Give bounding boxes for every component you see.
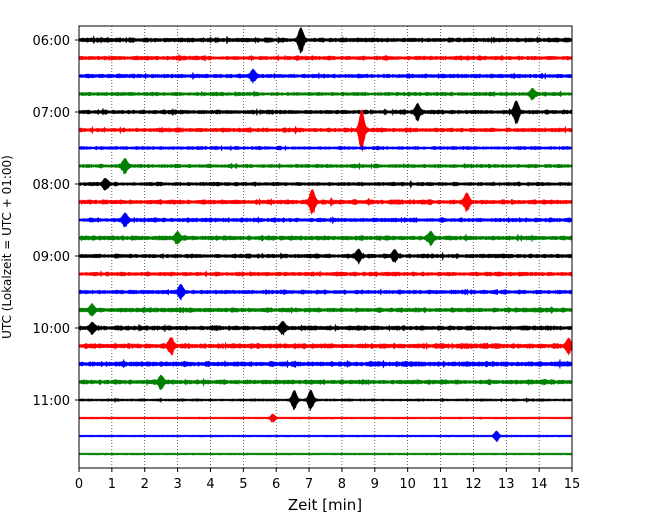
trace-1145: [78, 452, 573, 456]
trace-0900: [78, 248, 573, 266]
x-tick-label-15: 15: [564, 477, 581, 492]
trace-1130: [78, 430, 573, 443]
trace-0915: [78, 269, 573, 278]
x-axis-label: Zeit [min]: [288, 496, 362, 514]
x-tick-label-8: 8: [338, 477, 346, 492]
x-tick-label-5: 5: [239, 477, 247, 492]
trace-0945: [78, 302, 573, 317]
x-tick-label-3: 3: [173, 477, 181, 492]
x-tick-label-4: 4: [206, 477, 214, 492]
y-tick-label-08:00: 08:00: [33, 178, 70, 193]
trace-0800: [78, 177, 573, 191]
trace-0930: [78, 284, 573, 302]
trace-0615: [78, 53, 573, 62]
trace-0830: [78, 212, 573, 228]
tick-layer: 0 1 2 3 4 5 6 7 8 9 10 11 12 13 14 1506:0007:0008:0009:…: [33, 34, 581, 492]
x-tick-label-12: 12: [465, 477, 482, 492]
x-tick-label-0: 0: [75, 477, 83, 492]
trace-1115: [78, 413, 573, 423]
trace-0815: [78, 189, 573, 215]
trace-1000: [78, 320, 573, 336]
trace-1030: [78, 358, 573, 369]
trace-0745: [78, 157, 573, 175]
x-tick-label-2: 2: [141, 477, 149, 492]
x-tick-label-14: 14: [531, 477, 548, 492]
trace-1045: [78, 374, 573, 390]
trace-1100: [78, 389, 573, 412]
trace-0715: [78, 109, 573, 152]
trace-0700: [78, 100, 573, 125]
y-tick-label-11:00: 11:00: [33, 394, 70, 409]
plot-frame: [78, 25, 573, 469]
x-tick-label-9: 9: [371, 477, 379, 492]
x-tick-label-1: 1: [108, 477, 116, 492]
y-tick-label-10:00: 10:00: [33, 322, 70, 337]
trace-0730: [78, 144, 573, 152]
x-tick-label-13: 13: [498, 477, 515, 492]
x-tick-label-11: 11: [432, 477, 449, 492]
trace-0845: [78, 230, 573, 247]
y-tick-label-06:00: 06:00: [33, 34, 70, 49]
y-tick-label-07:00: 07:00: [33, 106, 70, 121]
x-tick-label-6: 6: [272, 477, 280, 492]
x-tick-label-10: 10: [399, 477, 416, 492]
y-tick-label-09:00: 09:00: [33, 250, 70, 265]
trace-0600: [78, 27, 573, 54]
y-axis-label: UTC (Lokalzeit = UTC + 01:00): [0, 155, 14, 339]
trace-0645: [78, 88, 573, 102]
trace-0630: [78, 68, 573, 85]
trace-layer: [78, 27, 573, 456]
trace-1015: [78, 337, 573, 356]
x-tick-label-7: 7: [305, 477, 313, 492]
